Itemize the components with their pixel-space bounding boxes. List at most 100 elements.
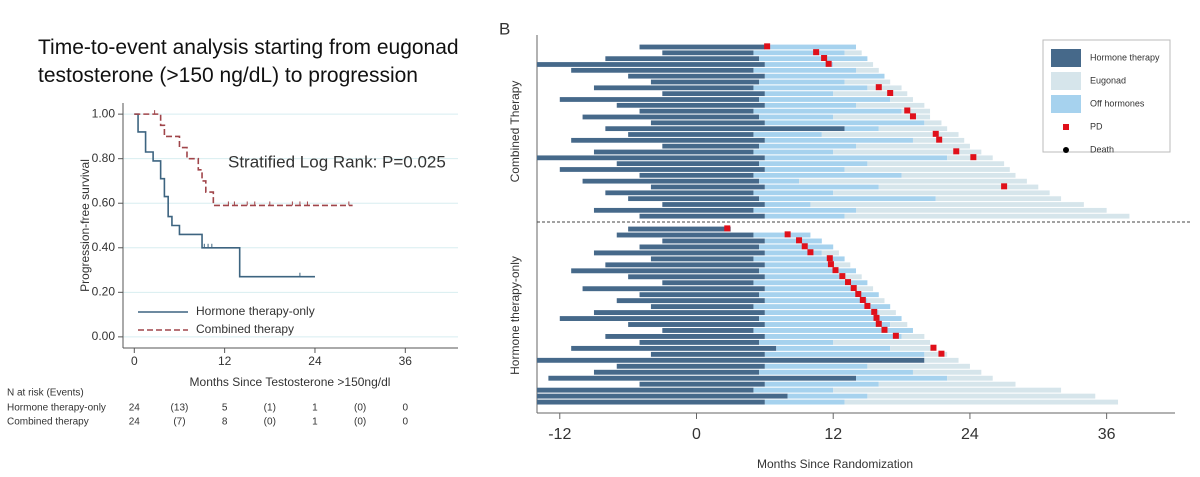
bar-segment [759,292,879,298]
bar-segment [890,97,913,102]
bar-segment [662,328,754,333]
chart-title: Time-to-event analysis starting from eug… [38,36,459,87]
y-tick-label: 0.40 [92,240,116,254]
risk-row-name: Combined therapy [7,417,89,428]
bar-segment [856,286,874,292]
y-tick-label: 1.00 [92,106,116,120]
event-marker [859,296,866,303]
bar-segment [628,196,760,202]
bar-segment [759,114,834,120]
event-marker [953,148,960,155]
event-marker [839,273,846,280]
bar-segment [764,250,822,256]
risk-cell: (7) [173,417,185,428]
bar-segment [856,207,1107,213]
bar-segment [548,375,856,381]
risk-cell: (0) [354,417,366,428]
bar-segment [844,79,891,85]
bar-segment [559,167,765,172]
bar-segment [605,334,765,339]
bar-segment [571,268,760,274]
x-tick-label: 36 [1098,426,1116,443]
event-marker [832,267,839,274]
legend-label: Eugonad [1090,75,1126,85]
bar-segment [867,85,902,91]
bar-segment [759,244,834,250]
event-marker [930,344,937,351]
x-tick-label: 0 [131,354,138,368]
bar-segment [639,108,754,114]
bar-segment [753,85,868,91]
bar-segment [901,172,1016,178]
y-tick-label: 0.80 [92,151,116,165]
bar-segment [833,149,982,155]
bar-segment [764,91,834,97]
bar-segment [844,126,879,132]
event-marker [821,55,828,61]
bar-segment [764,155,948,161]
event-marker [801,243,808,250]
bar-segment [593,250,765,256]
risk-cell: 0 [403,417,409,428]
event-marker [1001,183,1008,190]
legend-label: Combined therapy [196,322,294,336]
bar-segment [537,399,765,405]
bar-segment [764,238,822,244]
event-marker [873,314,880,321]
bar-segment [856,102,925,108]
bar-segment [833,91,908,97]
bar-segment [593,310,765,316]
legend-swatch [1063,147,1069,153]
bar-segment [947,155,993,161]
legend-swatch [1063,124,1069,130]
bar-segment [924,351,948,357]
bar-segment [650,184,765,190]
bar-segment [844,399,1119,405]
bar-segment [639,172,754,178]
event-marker [936,136,943,143]
bar-segment [759,316,902,321]
bar-segment [924,357,959,363]
event-marker [875,84,882,91]
bar-segment [878,126,948,132]
bar-segment [753,67,856,73]
bar-segment [639,292,760,298]
legend-swatch [1051,72,1081,90]
bar-segment [844,274,862,280]
risk-cell: 24 [129,417,141,428]
bar-segment [537,387,754,393]
bar-segment [759,97,891,102]
x-tick-label: 36 [399,354,413,368]
legend-swatch [1051,95,1081,113]
bar-segment [833,114,931,120]
bar-segment [559,97,760,102]
bar-segment [844,50,862,56]
bar-segment [662,50,754,56]
bar-segment [878,184,1039,190]
legend-swatch [1051,49,1081,67]
bar-segment [821,250,839,256]
risk-cell: 8 [222,417,228,428]
bar-segment [764,286,856,292]
bar-segment [759,369,913,375]
bar-segment [764,102,856,108]
y-tick-label: 0.00 [92,329,116,343]
survival-curve [134,113,353,207]
bar-segment [753,132,822,137]
panel-label: B [499,19,510,38]
bar-segment [571,345,777,351]
bar-segment [810,202,1084,207]
bar-segment [537,62,765,67]
legend-label: Death [1090,144,1114,154]
risk-cell: 24 [129,403,141,414]
event-marker [970,154,977,161]
bar-segment [833,387,1062,393]
risk-cell: 1 [312,403,318,414]
bar-segment [856,67,879,73]
bar-segment [764,274,845,280]
bar-segment [593,207,754,213]
bar-segment [764,351,925,357]
bar-segment [537,357,925,363]
legend-label: PD [1090,121,1103,131]
